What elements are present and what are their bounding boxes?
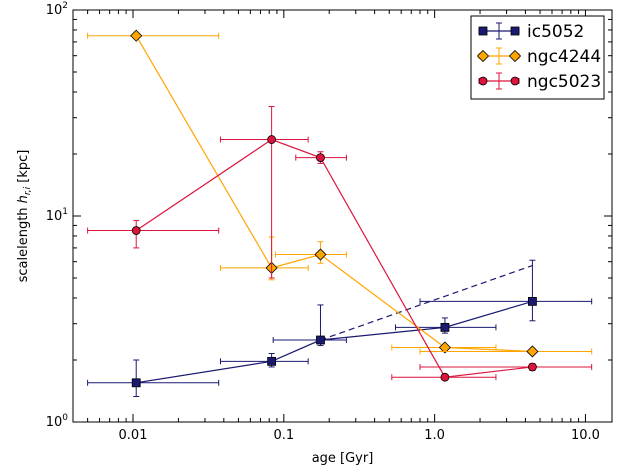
- data-point: [528, 296, 537, 306]
- legend-marker: [510, 76, 520, 86]
- data-point: [440, 322, 450, 332]
- legend: ic5052 ngc4244 ngc5023: [470, 15, 605, 100]
- series-line: [135, 138, 533, 378]
- x-tick-label: 0.01: [119, 428, 148, 443]
- legend-marker: [478, 76, 488, 86]
- x-tick-label: 0.1: [273, 428, 294, 443]
- y-tick-exponent: 1: [62, 207, 68, 217]
- x-tick-label: 10.0: [571, 428, 600, 443]
- y-tick-label: 102: [46, 1, 68, 18]
- y-tick-exponent: 0: [62, 413, 68, 423]
- y-tick-label: 101: [46, 207, 68, 224]
- x-axis-ticks: 0.01 0.1 1.0 10.0: [72, 10, 600, 443]
- legend-label: ngc5023: [527, 72, 601, 92]
- x-axis-label: age [Gyr]: [312, 451, 374, 466]
- y-axis-label-suffix: [kpc]: [16, 150, 31, 187]
- legend-entry-ngc4244: ngc4244: [476, 47, 601, 67]
- data-point: [316, 153, 325, 163]
- y-tick-base: 10: [46, 415, 63, 430]
- y-axis-label-prefix: scalelength: [16, 203, 31, 282]
- legend-label: ic5052: [527, 22, 584, 42]
- series-ngc5023: [87, 106, 593, 382]
- legend-entry-ic5052: ic5052: [478, 22, 584, 42]
- series-dashed-extension: [320, 264, 533, 341]
- y-axis-label-subscript: r,i: [23, 186, 33, 195]
- data-point: [438, 341, 451, 354]
- data-point: [526, 345, 539, 358]
- data-point: [528, 362, 537, 372]
- legend-marker: [510, 26, 520, 36]
- y-tick-exponent: 2: [62, 1, 68, 11]
- y-tick-label: 100: [46, 413, 69, 430]
- series-line: [136, 300, 533, 384]
- data-point: [131, 378, 141, 388]
- series-layer: [87, 29, 593, 397]
- data-point: [267, 135, 277, 144]
- legend-box: [470, 15, 605, 100]
- legend-label: ngc4244: [527, 47, 601, 67]
- data-point: [314, 248, 327, 261]
- legend-marker: [478, 26, 488, 36]
- series-ngc4244: [87, 29, 593, 358]
- x-tick-label: 1.0: [424, 428, 445, 443]
- series-ic5052: [87, 259, 593, 397]
- data-point: [130, 29, 143, 42]
- legend-marker: [508, 49, 522, 63]
- legend-marker: [476, 49, 490, 63]
- data-point: [267, 356, 277, 366]
- data-point: [316, 335, 325, 345]
- y-tick-base: 10: [46, 209, 63, 224]
- data-point: [131, 226, 141, 235]
- y-axis-label-symbol: h: [16, 195, 31, 203]
- data-point: [440, 372, 450, 382]
- y-tick-base: 10: [46, 3, 63, 18]
- legend-entry-ngc5023: ngc5023: [478, 72, 601, 92]
- y-axis-label: scalelength hr,i [kpc]: [16, 150, 33, 283]
